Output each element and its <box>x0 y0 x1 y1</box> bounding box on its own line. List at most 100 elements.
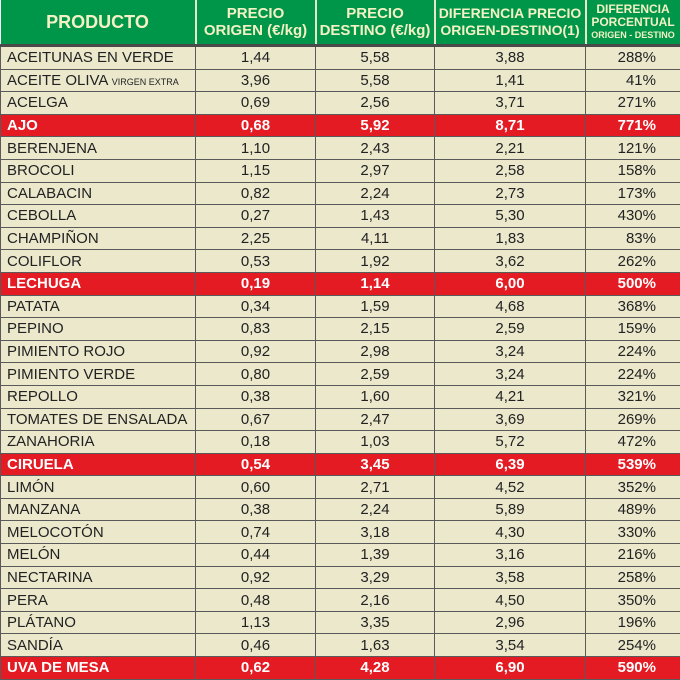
cell-diferencia-text: 5,89 <box>495 501 524 518</box>
cell-producto-text: PLÁTANO <box>7 614 76 631</box>
cell-precio-origen-text: 1,13 <box>241 614 270 631</box>
cell-porcentual: 254% <box>586 634 680 657</box>
cell-producto: REPOLLO <box>1 385 196 408</box>
cell-precio-origen: 0,60 <box>196 476 316 499</box>
cell-diferencia: 2,96 <box>435 611 586 634</box>
cell-precio-origen: 2,25 <box>196 227 316 250</box>
cell-precio-origen-text: 0,92 <box>241 343 270 360</box>
cell-precio-origen: 3,96 <box>196 69 316 92</box>
header-line: DESTINO (€/kg) <box>320 22 431 39</box>
cell-producto: BROCOLI <box>1 159 196 182</box>
cell-porcentual-text: 321% <box>618 388 656 405</box>
header-line: PORCENTUAL <box>591 15 674 29</box>
cell-precio-origen: 1,15 <box>196 159 316 182</box>
header-line: ORIGEN-DESTINO(1) <box>440 22 579 38</box>
cell-precio-origen-text: 0,38 <box>241 388 270 405</box>
cell-producto-text: BROCOLI <box>7 162 75 179</box>
cell-producto-text: AJO <box>7 117 38 134</box>
cell-precio-origen-text: 0,18 <box>241 433 270 450</box>
cell-diferencia-text: 4,52 <box>495 479 524 496</box>
cell-producto-text: LIMÓN <box>7 479 55 496</box>
cell-producto: PIMIENTO VERDE <box>1 363 196 386</box>
cell-producto: TOMATES DE ENSALADA <box>1 408 196 431</box>
cell-precio-origen-text: 0,62 <box>241 659 270 676</box>
cell-producto: NECTARINA <box>1 566 196 589</box>
cell-producto-text: ZANAHORIA <box>7 433 95 450</box>
cell-producto-text: PATATA <box>7 298 60 315</box>
cell-precio-destino-text: 2,47 <box>360 411 389 428</box>
cell-diferencia-text: 8,71 <box>495 117 524 134</box>
cell-porcentual-text: 472% <box>618 433 656 450</box>
cell-producto: PLÁTANO <box>1 611 196 634</box>
cell-porcentual: 330% <box>586 521 680 544</box>
cell-diferencia: 3,24 <box>435 340 586 363</box>
cell-precio-origen-text: 0,80 <box>241 366 270 383</box>
cell-porcentual-text: 500% <box>618 275 656 292</box>
cell-diferencia: 2,21 <box>435 137 586 160</box>
cell-porcentual: 771% <box>586 114 680 137</box>
cell-diferencia: 5,89 <box>435 498 586 521</box>
cell-producto: ACEITUNAS EN VERDE <box>1 46 196 70</box>
cell-diferencia-text: 4,68 <box>495 298 524 315</box>
cell-porcentual-text: 159% <box>618 320 656 337</box>
cell-precio-origen: 0,38 <box>196 385 316 408</box>
cell-diferencia-text: 1,41 <box>495 72 524 89</box>
cell-precio-origen-text: 0,27 <box>241 207 270 224</box>
header-line: DIFERENCIA <box>596 2 669 16</box>
cell-precio-destino: 2,97 <box>316 159 435 182</box>
cell-porcentual-text: 41% <box>626 72 656 89</box>
cell-precio-origen-text: 0,67 <box>241 411 270 428</box>
cell-producto: MELOCOTÓN <box>1 521 196 544</box>
cell-precio-destino-text: 3,18 <box>360 524 389 541</box>
cell-porcentual-text: 288% <box>618 49 656 66</box>
cell-precio-origen-text: 0,82 <box>241 185 270 202</box>
cell-producto: PEPINO <box>1 318 196 341</box>
cell-precio-origen-text: 0,92 <box>241 569 270 586</box>
cell-precio-destino: 2,56 <box>316 92 435 115</box>
cell-precio-destino-text: 4,11 <box>361 230 389 247</box>
cell-diferencia-text: 5,72 <box>495 433 524 450</box>
cell-precio-destino: 1,39 <box>316 544 435 567</box>
cell-porcentual: 472% <box>586 431 680 454</box>
cell-producto-text: COLIFLOR <box>7 253 82 270</box>
cell-precio-origen-text: 0,44 <box>241 546 270 563</box>
cell-diferencia: 1,41 <box>435 69 586 92</box>
cell-porcentual-text: 254% <box>618 637 656 654</box>
cell-porcentual: 368% <box>586 295 680 318</box>
cell-porcentual: 430% <box>586 205 680 228</box>
cell-precio-destino-text: 5,58 <box>360 49 389 66</box>
cell-diferencia-text: 6,90 <box>495 659 524 676</box>
cell-diferencia: 3,16 <box>435 544 586 567</box>
cell-precio-destino-text: 2,56 <box>360 94 389 111</box>
cell-precio-origen-text: 2,25 <box>241 230 270 247</box>
cell-precio-origen-text: 1,15 <box>241 162 270 179</box>
cell-porcentual-text: 430% <box>618 207 656 224</box>
cell-porcentual: 216% <box>586 544 680 567</box>
cell-porcentual: 352% <box>586 476 680 499</box>
cell-porcentual: 258% <box>586 566 680 589</box>
cell-porcentual-text: 83% <box>626 230 656 247</box>
cell-diferencia: 4,68 <box>435 295 586 318</box>
cell-producto: MELÓN <box>1 544 196 567</box>
cell-diferencia-text: 4,30 <box>495 524 524 541</box>
cell-porcentual: 158% <box>586 159 680 182</box>
cell-precio-destino: 1,63 <box>316 634 435 657</box>
cell-producto: COLIFLOR <box>1 250 196 273</box>
cell-producto: ACEITE OLIVA VIRGEN EXTRA <box>1 69 196 92</box>
cell-porcentual-text: 121% <box>618 140 656 157</box>
cell-producto: ZANAHORIA <box>1 431 196 454</box>
cell-diferencia: 3,69 <box>435 408 586 431</box>
cell-porcentual: 288% <box>586 46 680 70</box>
cell-producto: LIMÓN <box>1 476 196 499</box>
cell-producto-text: MELÓN <box>7 546 60 563</box>
cell-porcentual: 269% <box>586 408 680 431</box>
